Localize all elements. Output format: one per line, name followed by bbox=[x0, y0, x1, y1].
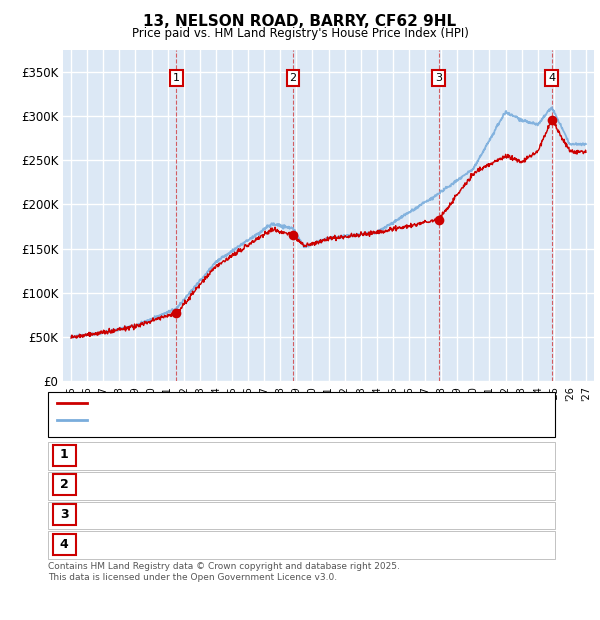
Text: 13, NELSON ROAD, BARRY, CF62 9HL (semi-detached house): 13, NELSON ROAD, BARRY, CF62 9HL (semi-d… bbox=[93, 398, 426, 408]
Text: 20-JUL-2001: 20-JUL-2001 bbox=[96, 448, 168, 461]
Text: HPI: Average price, semi-detached house, Vale of Glamorgan: HPI: Average price, semi-detached house,… bbox=[93, 415, 426, 425]
Text: £77,500: £77,500 bbox=[288, 448, 336, 461]
Text: 4: 4 bbox=[60, 538, 68, 551]
Text: 2: 2 bbox=[289, 73, 296, 83]
Text: Price paid vs. HM Land Registry's House Price Index (HPI): Price paid vs. HM Land Registry's House … bbox=[131, 27, 469, 40]
Text: 16% ↓ HPI: 16% ↓ HPI bbox=[413, 508, 475, 521]
Text: 3: 3 bbox=[435, 73, 442, 83]
Text: £182,500: £182,500 bbox=[284, 508, 340, 521]
Text: £295,000: £295,000 bbox=[284, 538, 340, 551]
Text: £165,000: £165,000 bbox=[284, 478, 340, 491]
Text: 17-OCT-2008: 17-OCT-2008 bbox=[94, 478, 170, 491]
Text: 3% ↓ HPI: 3% ↓ HPI bbox=[416, 478, 472, 491]
Bar bbox=[554, 50, 594, 381]
Text: 3% ↓ HPI: 3% ↓ HPI bbox=[416, 448, 472, 461]
Text: 4: 4 bbox=[548, 73, 555, 83]
Text: 2% ↓ HPI: 2% ↓ HPI bbox=[416, 538, 472, 551]
Text: 03-NOV-2017: 03-NOV-2017 bbox=[93, 508, 171, 521]
Text: 1: 1 bbox=[173, 73, 180, 83]
Text: 13, NELSON ROAD, BARRY, CF62 9HL: 13, NELSON ROAD, BARRY, CF62 9HL bbox=[143, 14, 457, 29]
Text: Contains HM Land Registry data © Crown copyright and database right 2025.
This d: Contains HM Land Registry data © Crown c… bbox=[48, 562, 400, 582]
Text: 13-NOV-2024: 13-NOV-2024 bbox=[93, 538, 171, 551]
Text: 3: 3 bbox=[60, 508, 68, 521]
Text: 2: 2 bbox=[60, 478, 68, 491]
Text: 1: 1 bbox=[60, 448, 68, 461]
Bar bbox=[554, 50, 594, 381]
